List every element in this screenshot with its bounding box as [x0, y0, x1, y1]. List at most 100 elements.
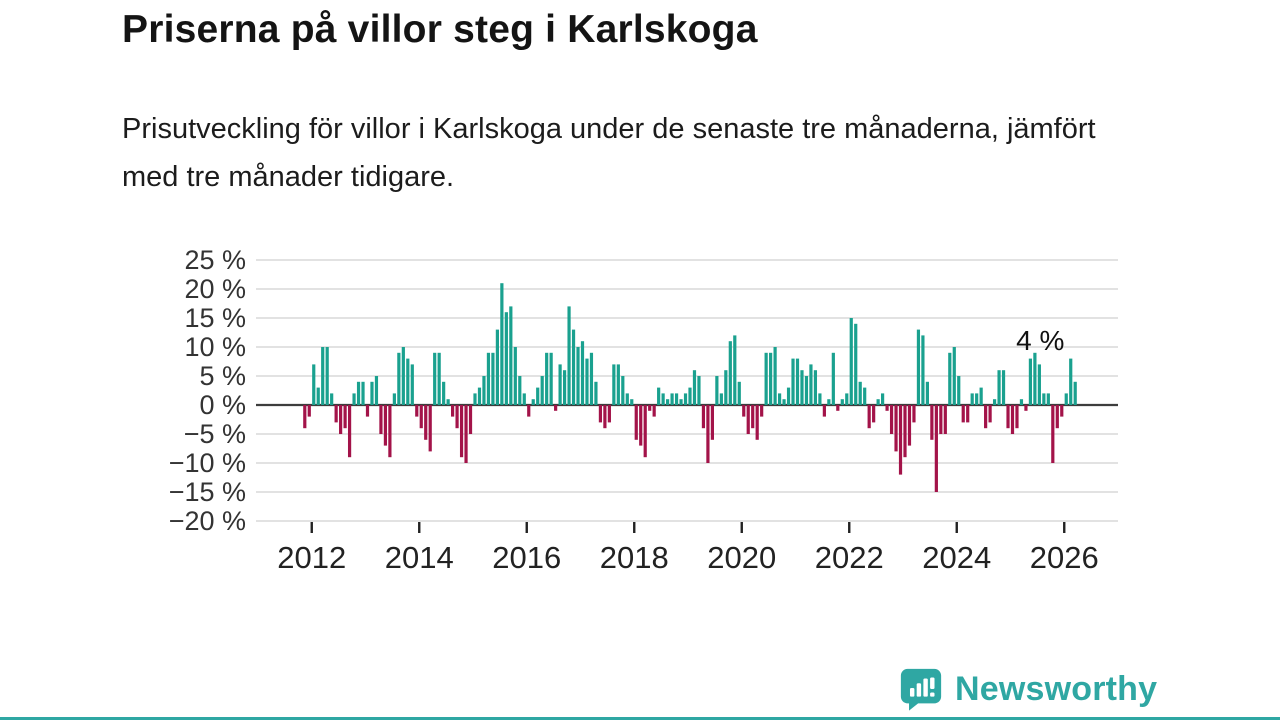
- bar: [930, 405, 934, 440]
- bar: [482, 376, 486, 405]
- bar: [639, 405, 643, 446]
- bar: [509, 306, 513, 405]
- price-development-bar-chart: 25 %20 %15 %10 %5 %0 %−5 %−10 %−15 %−20 …: [169, 245, 1118, 575]
- bar: [894, 405, 898, 452]
- bottom-accent-bar: [0, 717, 1280, 720]
- bar: [621, 376, 625, 405]
- bar: [934, 405, 938, 492]
- bar: [598, 405, 603, 423]
- latest-value-annotation: 4 %: [1016, 325, 1064, 356]
- bar: [1024, 405, 1028, 411]
- bar: [975, 393, 979, 405]
- y-tick-label: −5 %: [184, 419, 246, 449]
- bar: [392, 393, 396, 405]
- bar: [634, 405, 638, 440]
- bar: [706, 405, 710, 463]
- y-tick-label: −10 %: [169, 448, 246, 478]
- bar: [356, 381, 361, 405]
- bar: [383, 405, 388, 446]
- bar: [446, 399, 450, 405]
- bar: [1042, 393, 1046, 405]
- bar: [343, 405, 347, 429]
- bar: [433, 352, 437, 405]
- y-tick-label: 10 %: [184, 332, 246, 362]
- bar: [616, 364, 620, 405]
- bar: [585, 358, 589, 405]
- bar: [459, 405, 464, 458]
- bar: [504, 312, 508, 405]
- bar: [388, 405, 392, 458]
- bar: [518, 376, 522, 405]
- bar: [818, 393, 822, 405]
- bar: [339, 405, 343, 434]
- y-tick-label: 25 %: [184, 245, 246, 275]
- bar: [477, 387, 482, 405]
- x-tick-label: 2016: [492, 540, 561, 575]
- bar: [710, 405, 714, 440]
- bar: [661, 393, 665, 405]
- bar: [513, 347, 517, 405]
- bar: [1060, 405, 1064, 417]
- bar: [831, 352, 835, 405]
- bar: [786, 387, 791, 405]
- bar: [822, 405, 826, 417]
- bar: [428, 405, 432, 452]
- bar: [854, 323, 858, 405]
- bar: [858, 381, 862, 405]
- bar: [415, 405, 419, 417]
- bar: [679, 399, 683, 405]
- bar: [979, 387, 983, 405]
- bar: [777, 393, 782, 405]
- bar: [760, 405, 764, 417]
- bar: [1028, 358, 1033, 405]
- bar: [370, 381, 374, 405]
- bar: [724, 370, 728, 405]
- bar: [728, 341, 732, 405]
- bar: [925, 381, 929, 405]
- bar: [571, 329, 576, 405]
- bar: [652, 405, 656, 417]
- bar: [800, 370, 804, 405]
- bar: [549, 352, 553, 405]
- bar: [840, 399, 844, 405]
- bar: [885, 405, 889, 411]
- bar: [1069, 358, 1073, 405]
- y-tick-label: 0 %: [199, 390, 246, 420]
- bar: [603, 405, 607, 429]
- bar: [1073, 381, 1077, 405]
- bar: [531, 399, 535, 405]
- x-tick-label: 2014: [385, 540, 454, 575]
- bar: [795, 358, 800, 405]
- x-tick-label: 2024: [922, 540, 991, 575]
- bar: [1001, 370, 1006, 405]
- bar: [401, 347, 405, 405]
- bar: [683, 393, 688, 405]
- bar: [657, 387, 661, 405]
- bar: [715, 376, 719, 405]
- x-tick-label: 2018: [600, 540, 669, 575]
- y-tick-label: −15 %: [169, 477, 246, 507]
- bar: [316, 387, 320, 405]
- bar: [1019, 399, 1024, 405]
- bar: [751, 405, 755, 429]
- bar: [809, 364, 813, 405]
- bar: [361, 381, 365, 405]
- bar: [374, 376, 379, 405]
- bar: [527, 405, 531, 417]
- bar: [782, 399, 786, 405]
- bar: [997, 370, 1001, 405]
- bar: [670, 393, 674, 405]
- bar: [773, 347, 777, 405]
- bar: [352, 393, 356, 405]
- bar: [827, 399, 831, 405]
- y-tick-label: 15 %: [184, 303, 246, 333]
- bar: [455, 405, 459, 429]
- bar: [666, 399, 670, 405]
- bar: [742, 405, 746, 417]
- bar: [903, 405, 907, 458]
- bar: [737, 381, 741, 405]
- bar: [567, 306, 571, 405]
- bar: [643, 405, 647, 458]
- bar: [746, 405, 750, 434]
- chart-subtitle: Prisutveckling för villor i Karlskoga un…: [122, 113, 1096, 193]
